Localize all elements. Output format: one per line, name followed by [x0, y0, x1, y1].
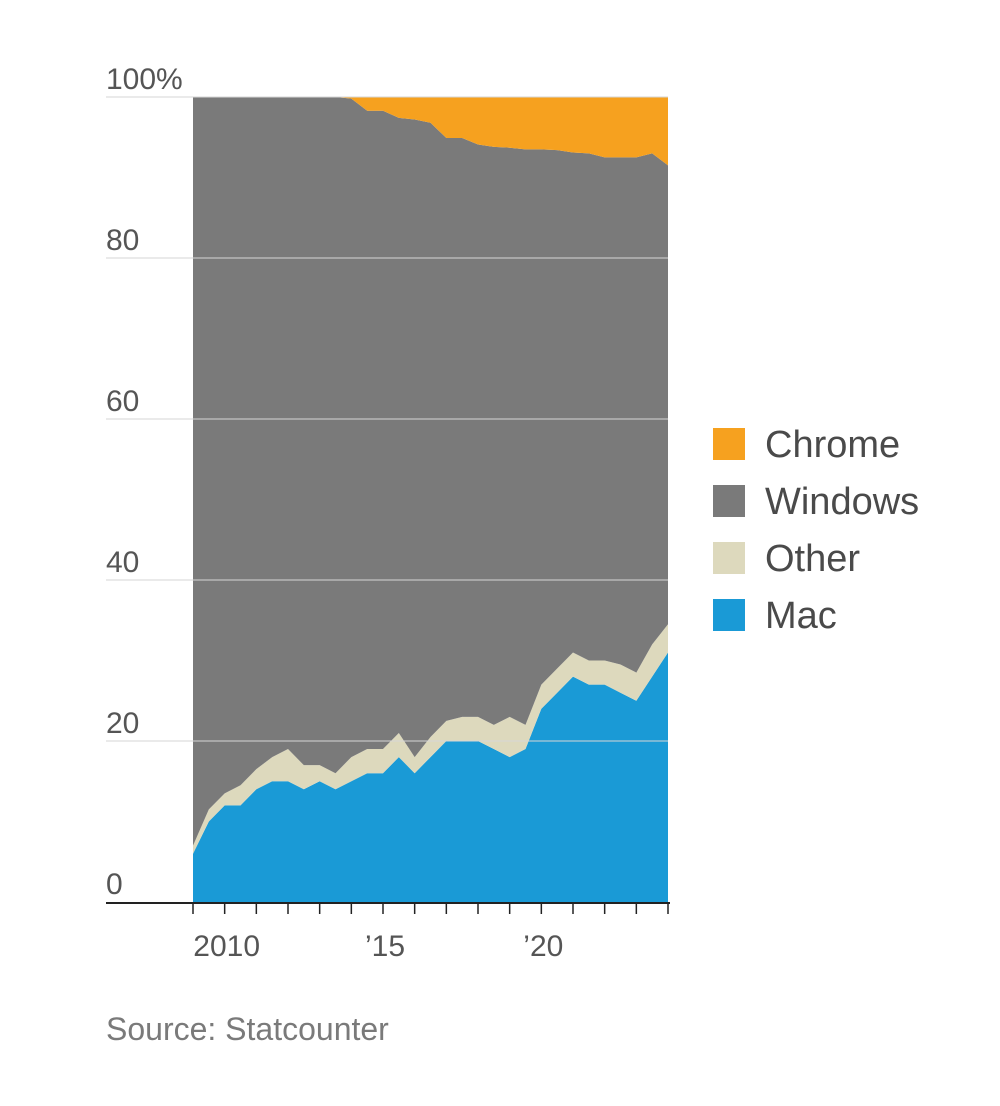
legend-swatch-windows [713, 485, 745, 517]
x-tick-label-2015: ’15 [365, 930, 405, 963]
legend: Chrome Windows Other Mac [713, 424, 919, 637]
y-tick-label-100: 100% [106, 63, 183, 96]
area-series-mac [193, 652, 668, 902]
x-axis: 2010 ’15 ’20 [106, 902, 670, 963]
legend-label-windows: Windows [765, 481, 919, 523]
y-tick-label-0: 0 [106, 868, 123, 901]
y-tick-label-40: 40 [106, 546, 139, 579]
x-tick-label-2020: ’20 [523, 930, 563, 963]
y-tick-label-60: 60 [106, 385, 139, 418]
legend-swatch-chrome [713, 428, 745, 460]
source-note: Source: Statcounter [106, 1011, 389, 1047]
legend-label-other: Other [765, 538, 860, 580]
legend-label-chrome: Chrome [765, 424, 900, 466]
legend-label-mac: Mac [765, 595, 837, 637]
area-series-other [193, 624, 668, 854]
y-tick-label-20: 20 [106, 707, 139, 740]
x-tick-label-2010: 2010 [193, 930, 260, 963]
plot-area [193, 97, 668, 902]
legend-swatch-mac [713, 599, 745, 631]
area-series-chrome [193, 97, 668, 166]
gridlines [106, 96, 668, 742]
legend-swatch-other [713, 542, 745, 574]
area-series-windows [193, 97, 668, 846]
y-axis-ticks: 0 20 40 60 80 100% [106, 63, 183, 901]
y-tick-label-80: 80 [106, 224, 139, 257]
